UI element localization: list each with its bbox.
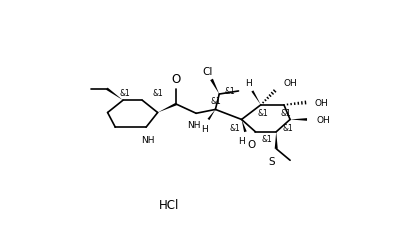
Text: NH: NH	[187, 121, 201, 130]
Text: &1: &1	[283, 123, 293, 132]
Text: NH: NH	[141, 135, 154, 144]
Text: &1: &1	[281, 109, 292, 117]
Text: &1: &1	[262, 135, 272, 144]
Polygon shape	[106, 88, 123, 101]
Text: O: O	[247, 139, 256, 149]
Text: O: O	[172, 73, 181, 85]
Text: &1: &1	[210, 96, 221, 105]
Polygon shape	[208, 110, 215, 121]
Polygon shape	[251, 91, 261, 105]
Text: &1: &1	[120, 89, 131, 98]
Polygon shape	[241, 120, 247, 133]
Text: S: S	[268, 156, 275, 166]
Text: &1: &1	[229, 123, 240, 132]
Polygon shape	[290, 119, 307, 121]
Text: &1: &1	[224, 87, 235, 96]
Polygon shape	[275, 132, 278, 149]
Text: &1: &1	[258, 109, 268, 117]
Text: &1: &1	[152, 89, 163, 98]
Text: OH: OH	[316, 115, 330, 124]
Text: H: H	[201, 124, 208, 134]
Text: Cl: Cl	[202, 66, 213, 76]
Text: OH: OH	[284, 79, 298, 88]
Polygon shape	[158, 103, 177, 113]
Text: OH: OH	[315, 99, 328, 108]
Polygon shape	[210, 79, 219, 95]
Text: H: H	[245, 79, 252, 88]
Text: H: H	[238, 137, 245, 146]
Text: HCl: HCl	[159, 199, 179, 212]
